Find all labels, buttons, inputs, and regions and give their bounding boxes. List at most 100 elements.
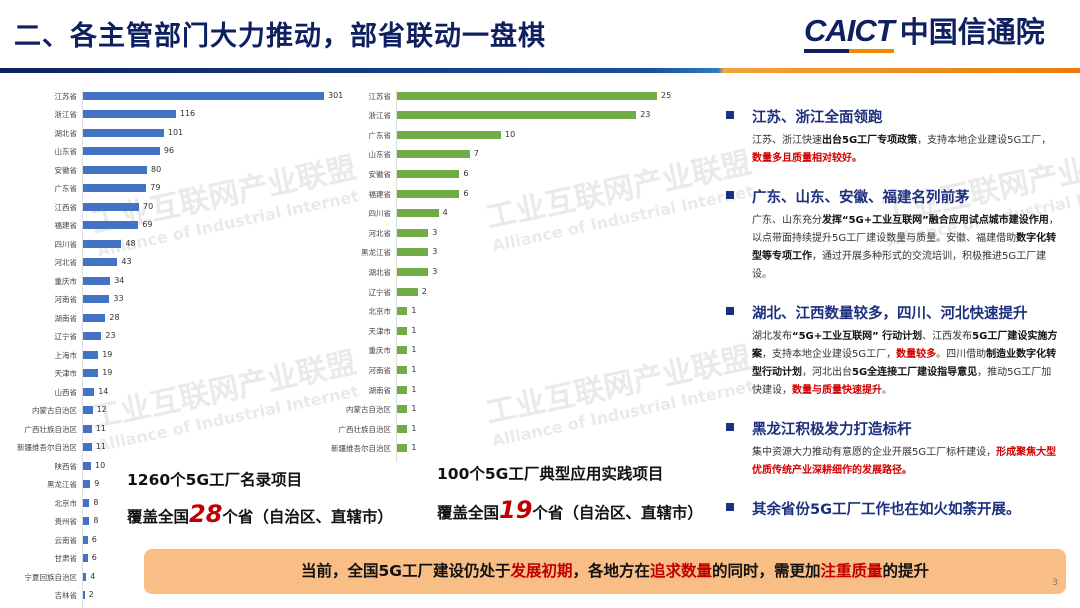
- bold-text: 5G全连接工厂建设指导意见: [852, 367, 978, 378]
- data-label: 3: [432, 266, 438, 276]
- category-label: 山东省: [368, 150, 392, 160]
- category-label: 福建省: [54, 221, 78, 230]
- text: 的同时，需更加: [712, 562, 821, 580]
- watermark: 工业互联网产业联盟 Alliance of Industrial Internet: [483, 340, 756, 451]
- bar: [83, 591, 85, 599]
- category-label: 天津市: [368, 326, 392, 336]
- data-label: 1: [411, 306, 417, 316]
- data-label: 25: [661, 90, 672, 100]
- data-label: 80: [151, 164, 162, 174]
- right-stat-line2: 覆盖全国19个省（自治区、直辖市）: [437, 496, 703, 524]
- page-number: 3: [1052, 578, 1058, 588]
- bar: [83, 369, 99, 377]
- category-label: 福建省: [368, 189, 392, 199]
- data-label: 1: [411, 443, 417, 453]
- data-label: 7: [473, 149, 479, 159]
- highlight-text: 数量与质量快速提升: [792, 385, 882, 396]
- bar: [83, 424, 92, 433]
- bar: [83, 258, 118, 266]
- category-label: 上海市: [54, 350, 78, 360]
- text: 的提升: [882, 562, 930, 580]
- bold-text: 出台5G工厂专项政策: [822, 135, 918, 146]
- bar: [83, 110, 176, 118]
- data-label: 6: [463, 188, 469, 198]
- header-divider: [0, 68, 1080, 73]
- data-label: 10: [505, 129, 516, 139]
- category-label: 辽宁省: [368, 287, 392, 297]
- bar: [397, 365, 408, 374]
- text: 湖北发布: [752, 331, 792, 342]
- category-label: 天津市: [54, 369, 78, 378]
- category-label: 山东省: [54, 147, 78, 156]
- data-label: 10: [95, 460, 106, 470]
- data-label: 12: [96, 405, 107, 414]
- data-label: 6: [91, 553, 97, 562]
- data-label: 28: [109, 312, 120, 322]
- data-label: 8: [93, 497, 99, 507]
- text: ，各地方在: [572, 562, 650, 580]
- data-label: 43: [121, 257, 132, 266]
- category-label: 内蒙古自治区: [32, 406, 77, 415]
- data-label: 33: [113, 294, 124, 303]
- category-label: 辽宁省: [54, 332, 78, 341]
- category-label: 贵州省: [54, 517, 78, 526]
- category-label: 河南省: [368, 365, 392, 375]
- bar: [83, 295, 110, 303]
- bar: [83, 332, 102, 340]
- watermark: 工业互联网产业联盟 Alliance of Industrial Internet: [483, 145, 756, 256]
- bar: [83, 406, 93, 414]
- data-label: 34: [114, 275, 125, 285]
- category-label: 四川省: [54, 239, 78, 249]
- data-label: 8: [93, 516, 99, 525]
- category-label: 湖北省: [368, 267, 392, 277]
- highlight-text: 数量多且质量相对较好。: [752, 153, 862, 164]
- category-label: 云南省: [54, 535, 78, 545]
- data-label: 3: [432, 247, 438, 257]
- bar: [397, 248, 429, 257]
- category-label: 四川省: [368, 209, 392, 219]
- data-label: 2: [88, 590, 94, 599]
- category-label: 湖南省: [54, 313, 78, 323]
- key-point-title: 江苏、浙江全面领跑: [726, 106, 1060, 127]
- category-label: 重庆市: [368, 346, 392, 356]
- bar: [397, 346, 408, 355]
- data-label: 23: [640, 110, 651, 120]
- data-label: 9: [94, 479, 100, 488]
- category-label: 广东省: [368, 130, 392, 140]
- bar: [397, 228, 429, 237]
- bold-text: 数字化转型等专项工作: [752, 233, 1057, 262]
- key-point-title: 其余省份5G工厂工作也在如火如荼开展。: [726, 498, 1060, 519]
- category-label: 宁夏回族自治区: [24, 572, 78, 582]
- data-label: 1: [411, 325, 417, 335]
- bar: [83, 443, 92, 451]
- category-label: 江苏省: [54, 91, 78, 101]
- key-point-title: 湖北、江西数量较多，四川、河北快速提升: [726, 302, 1060, 323]
- category-label: 浙江省: [54, 110, 78, 119]
- bar: [83, 572, 87, 581]
- data-label: 11: [95, 423, 106, 433]
- category-label: 河北省: [368, 228, 392, 238]
- category-label: 内蒙古自治区: [346, 405, 391, 415]
- category-label: 浙江省: [368, 111, 392, 121]
- bar: [397, 150, 470, 159]
- bar: [83, 184, 147, 192]
- highlight-text: 发展初期: [510, 562, 573, 580]
- bar: [83, 202, 140, 211]
- category-label: 广西壮族自治区: [338, 424, 392, 434]
- data-label: 301: [328, 90, 344, 100]
- data-label: 6: [463, 168, 469, 178]
- data-label: 1: [411, 384, 417, 394]
- text: 广东、山东充分: [752, 215, 822, 226]
- watermark: 工业互联网产业联盟 Alliance of Industrial Internet: [88, 345, 361, 456]
- data-label: 116: [179, 109, 196, 118]
- page-title: 二、各主管部门大力推动，部省联动一盘棋: [14, 21, 546, 52]
- caict-logo: CAICT 中国信通院: [804, 14, 1045, 53]
- bar: [83, 128, 164, 137]
- bar: [83, 276, 111, 285]
- data-label: 79: [150, 183, 161, 192]
- text: ，以点带面持续提升5G工厂建设数量与质量。安徽、福建借助: [752, 215, 1059, 244]
- data-label: 4: [90, 571, 96, 581]
- data-label: 101: [167, 127, 184, 137]
- highlight-text: 注重质量: [820, 562, 883, 580]
- key-point-title: 黑龙江积极发力打造标杆: [726, 418, 1060, 439]
